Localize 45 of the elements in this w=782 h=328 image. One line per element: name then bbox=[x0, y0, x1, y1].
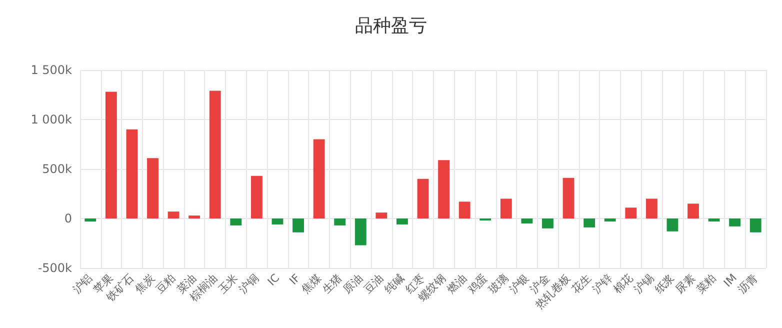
bar bbox=[105, 92, 117, 218]
bar bbox=[729, 218, 741, 226]
bar bbox=[272, 218, 284, 224]
bar bbox=[562, 178, 574, 218]
bar bbox=[458, 202, 470, 218]
bar bbox=[666, 218, 678, 232]
y-tick-label: 1 500k bbox=[30, 63, 72, 77]
bar bbox=[334, 218, 346, 226]
bar bbox=[250, 176, 262, 218]
bar bbox=[230, 218, 242, 226]
bar bbox=[625, 208, 637, 218]
bar bbox=[396, 218, 408, 224]
bar bbox=[604, 218, 616, 222]
bar bbox=[417, 178, 429, 218]
bar bbox=[521, 218, 533, 224]
bar bbox=[354, 218, 366, 246]
x-tick-label: 沪铜 bbox=[236, 271, 262, 296]
y-tick-label: -500k bbox=[38, 261, 72, 275]
bar bbox=[646, 198, 658, 218]
bar bbox=[542, 218, 554, 228]
x-tick-label: 纯碱 bbox=[382, 271, 407, 296]
bar bbox=[168, 212, 180, 218]
x-tick-label: 焦炭 bbox=[132, 271, 158, 296]
bar bbox=[147, 158, 158, 218]
bar bbox=[500, 198, 512, 218]
bar bbox=[438, 160, 450, 218]
chart-title: 品种盈亏 bbox=[355, 16, 427, 36]
bar bbox=[313, 139, 325, 218]
bar bbox=[750, 218, 762, 232]
x-tick-label: IC bbox=[265, 271, 282, 288]
x-tick-label: 沥青 bbox=[735, 271, 760, 296]
x-tick-label: 菜粕 bbox=[694, 271, 719, 296]
bar bbox=[188, 216, 200, 218]
y-tick-label: 1 000k bbox=[30, 112, 72, 126]
y-tick-label: 0 bbox=[64, 212, 72, 226]
bar bbox=[292, 218, 304, 232]
bar bbox=[376, 212, 388, 218]
bar bbox=[209, 90, 221, 218]
y-tick-label: 500k bbox=[42, 162, 72, 176]
bar bbox=[84, 218, 96, 222]
bar bbox=[708, 218, 720, 222]
bar bbox=[584, 218, 596, 228]
x-tick-label: 沪锌 bbox=[590, 271, 615, 296]
bar bbox=[688, 204, 699, 218]
bar bbox=[126, 129, 138, 218]
